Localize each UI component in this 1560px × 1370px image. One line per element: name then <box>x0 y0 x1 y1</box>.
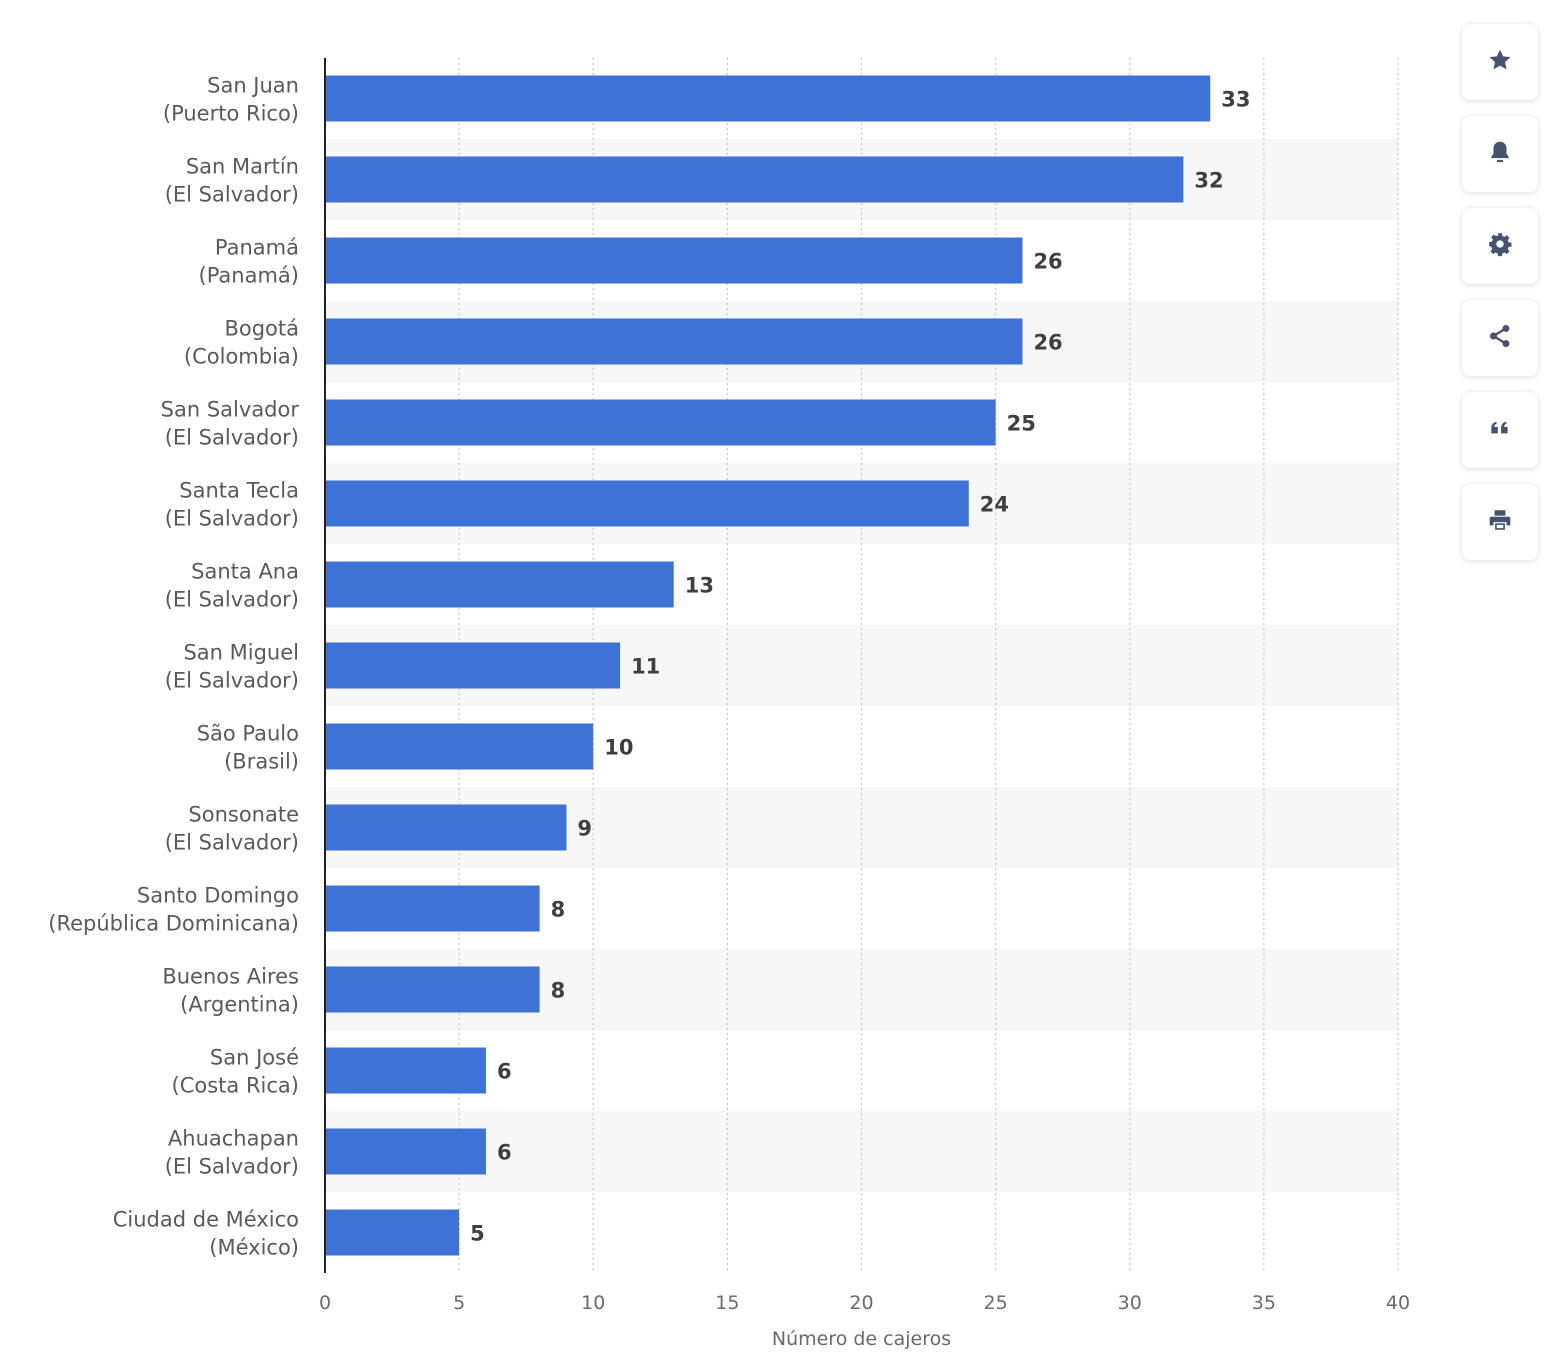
category-label: Ciudad de México (México) <box>113 1208 299 1260</box>
print-button[interactable] <box>1462 484 1538 560</box>
data-label: 26 <box>1033 250 1062 274</box>
share-icon <box>1487 323 1513 353</box>
bar[interactable] <box>325 237 1023 284</box>
favorite-button[interactable] <box>1462 24 1538 100</box>
category-label: Buenos Aires (Argentina) <box>162 965 299 1017</box>
category-label: Bogotá (Colombia) <box>184 317 299 369</box>
data-label: 8 <box>551 979 566 1003</box>
category-label: Panamá (Panamá) <box>199 236 299 288</box>
category-label: San Martín (El Salvador) <box>165 155 299 207</box>
bar[interactable] <box>325 966 540 1013</box>
x-tick-label: 30 <box>1118 1292 1142 1314</box>
x-tick-label: 35 <box>1252 1292 1276 1314</box>
bar[interactable] <box>325 1209 460 1256</box>
data-label: 11 <box>631 655 660 679</box>
cite-button[interactable] <box>1462 392 1538 468</box>
data-label: 6 <box>497 1141 512 1165</box>
data-label: 5 <box>470 1222 485 1246</box>
bar[interactable] <box>325 561 674 608</box>
bar[interactable] <box>325 885 540 932</box>
data-label: 10 <box>604 736 633 760</box>
data-label: 32 <box>1194 169 1223 193</box>
data-labels: 33 32 26 26 25 24 13 11 10 9 8 8 6 6 5 <box>470 88 1250 1246</box>
data-label: 8 <box>551 898 566 922</box>
x-axis-ticks: 0 5 10 15 20 25 30 35 40 <box>319 1292 1410 1314</box>
category-label: San Juan (Puerto Rico) <box>163 74 299 126</box>
bar[interactable] <box>325 480 969 527</box>
notification-button[interactable] <box>1462 116 1538 192</box>
x-axis-title: Número de cajeros <box>772 1328 951 1350</box>
data-label: 33 <box>1221 88 1250 112</box>
bar[interactable] <box>325 399 996 446</box>
bar[interactable] <box>325 318 1023 365</box>
data-label: 6 <box>497 1060 512 1084</box>
share-button[interactable] <box>1462 300 1538 376</box>
x-tick-label: 20 <box>849 1292 873 1314</box>
category-label: San José (Costa Rica) <box>172 1046 299 1098</box>
x-tick-label: 40 <box>1386 1292 1410 1314</box>
category-label: Santa Tecla (El Salvador) <box>165 479 299 531</box>
data-label: 9 <box>577 817 592 841</box>
gear-icon <box>1487 231 1513 261</box>
x-tick-label: 0 <box>319 1292 331 1314</box>
star-icon <box>1487 47 1513 77</box>
category-labels: San Juan (Puerto Rico) San Martín (El Salva… <box>48 74 299 1260</box>
printer-icon <box>1487 507 1513 537</box>
data-label: 25 <box>1007 412 1036 436</box>
data-label: 26 <box>1033 331 1062 355</box>
x-tick-label: 5 <box>453 1292 465 1314</box>
bell-icon <box>1487 139 1513 169</box>
category-label: Santo Domingo (República Dominicana) <box>48 884 299 936</box>
x-tick-label: 15 <box>715 1292 739 1314</box>
category-label: São Paulo (Brasil) <box>197 722 299 774</box>
bar[interactable] <box>325 723 594 770</box>
bar[interactable] <box>325 642 621 689</box>
bar[interactable] <box>325 1128 486 1175</box>
category-label: San Salvador (El Salvador) <box>161 398 300 450</box>
settings-button[interactable] <box>1462 208 1538 284</box>
bar[interactable] <box>325 75 1211 122</box>
bar[interactable] <box>325 156 1184 203</box>
category-label: Sonsonate (El Salvador) <box>165 803 299 855</box>
bar[interactable] <box>325 804 567 851</box>
quote-icon <box>1487 415 1513 445</box>
bar[interactable] <box>325 1047 486 1094</box>
category-label: Santa Ana (El Salvador) <box>165 560 299 612</box>
data-label: 13 <box>685 574 714 598</box>
x-tick-label: 25 <box>984 1292 1008 1314</box>
x-tick-label: 10 <box>581 1292 605 1314</box>
bars <box>325 75 1211 1256</box>
data-label: 24 <box>980 493 1009 517</box>
category-label: San Miguel (El Salvador) <box>165 641 299 693</box>
category-label: Ahuachapan (El Salvador) <box>165 1127 299 1179</box>
